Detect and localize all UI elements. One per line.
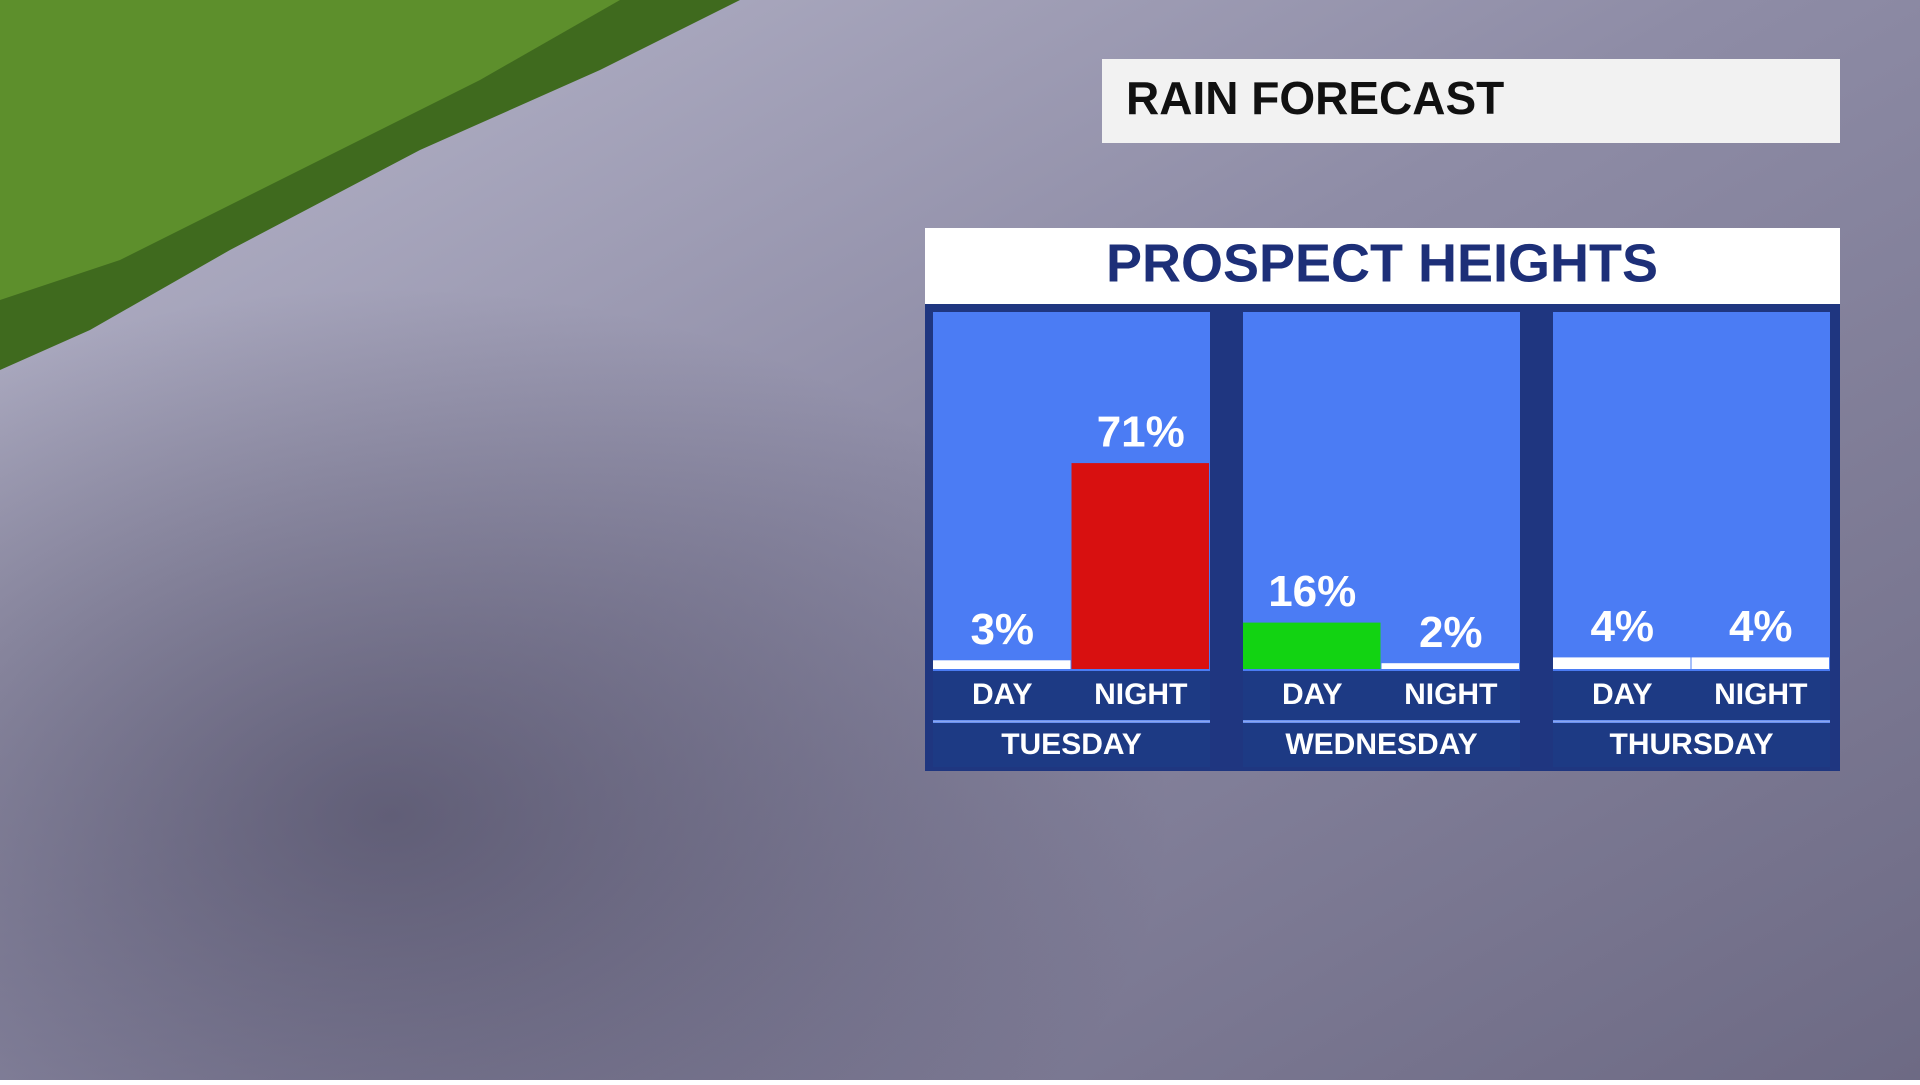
series-label: NIGHT (1404, 678, 1497, 711)
category-label: TUESDAY (1001, 728, 1142, 761)
grass-light (0, 0, 620, 300)
label-row (1243, 671, 1520, 720)
value-label: 2% (1419, 608, 1483, 657)
series-label: NIGHT (1714, 678, 1807, 711)
subtitle-box (925, 228, 1840, 304)
category-label: THURSDAY (1610, 728, 1774, 761)
day-row (1243, 723, 1520, 767)
value-label: 3% (970, 605, 1034, 654)
bar (1381, 663, 1519, 669)
category-label: WEDNESDAY (1285, 728, 1477, 761)
value-label: 71% (1097, 408, 1185, 457)
series-label: DAY (1282, 678, 1343, 711)
series-label: NIGHT (1094, 678, 1187, 711)
day-row (933, 723, 1210, 767)
series-label: DAY (972, 678, 1033, 711)
title-box (1102, 59, 1840, 143)
subtitle: PROSPECT HEIGHTS (1106, 233, 1658, 293)
bar (933, 660, 1071, 669)
bar (1243, 622, 1381, 669)
day-row (1553, 723, 1830, 767)
label-row (1553, 671, 1830, 720)
bar (1553, 657, 1691, 669)
value-label: 16% (1268, 567, 1356, 616)
label-row (933, 671, 1210, 720)
value-label: 4% (1729, 602, 1793, 651)
bar (1071, 463, 1209, 669)
bar (1691, 657, 1829, 669)
value-label: 4% (1590, 602, 1654, 651)
title: RAIN FORECAST (1126, 72, 1504, 124)
series-label: DAY (1592, 678, 1653, 711)
